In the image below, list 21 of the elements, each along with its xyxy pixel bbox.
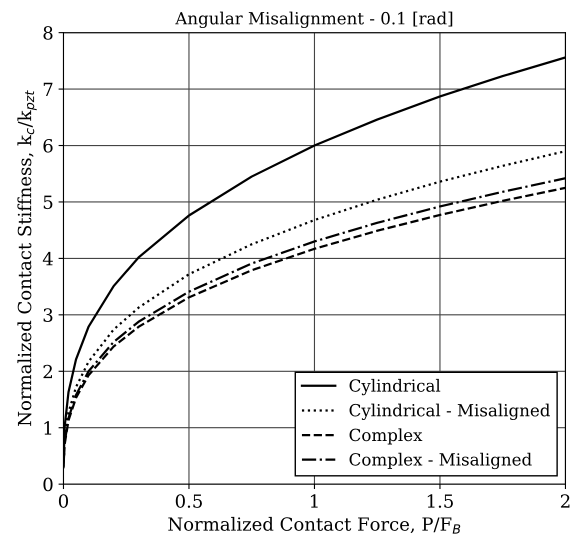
y-tick-label: 5 [44, 196, 52, 210]
y-tick-label: 6 [43, 138, 53, 153]
y-tick-label: 4 [42, 252, 53, 266]
x-tick-label: 2 [560, 494, 570, 508]
y-tick-label: 7 [44, 82, 52, 96]
x-tick-label: 0 [58, 494, 68, 508]
legend-label: Cylindrical - Misaligned [350, 404, 550, 420]
y-tick-label: 3 [44, 308, 52, 322]
legend-label: Cylindrical [350, 378, 440, 396]
x-tick-label: 1 [310, 494, 318, 508]
y-tick-label: 8 [43, 26, 53, 40]
x-axis-title: Normalized Contact Force, P/F$_{B}$ [168, 516, 460, 534]
y-tick-label: 2 [43, 364, 52, 378]
chart-title: Angular Misalignment - 0.1 [rad] [175, 12, 452, 28]
y-axis-title: Normalized Contact Stiffness, k$_{c}$/k$_{pzt}$ [17, 90, 37, 426]
x-tick-label: 1.5 [428, 494, 453, 508]
x-tick-label: 0.5 [176, 494, 202, 508]
y-tick-label: 1 [44, 421, 52, 435]
legend-label: Complex [350, 428, 422, 444]
y-tick-label: 0 [43, 478, 53, 492]
legend-label: Complex - Misaligned [350, 452, 532, 470]
